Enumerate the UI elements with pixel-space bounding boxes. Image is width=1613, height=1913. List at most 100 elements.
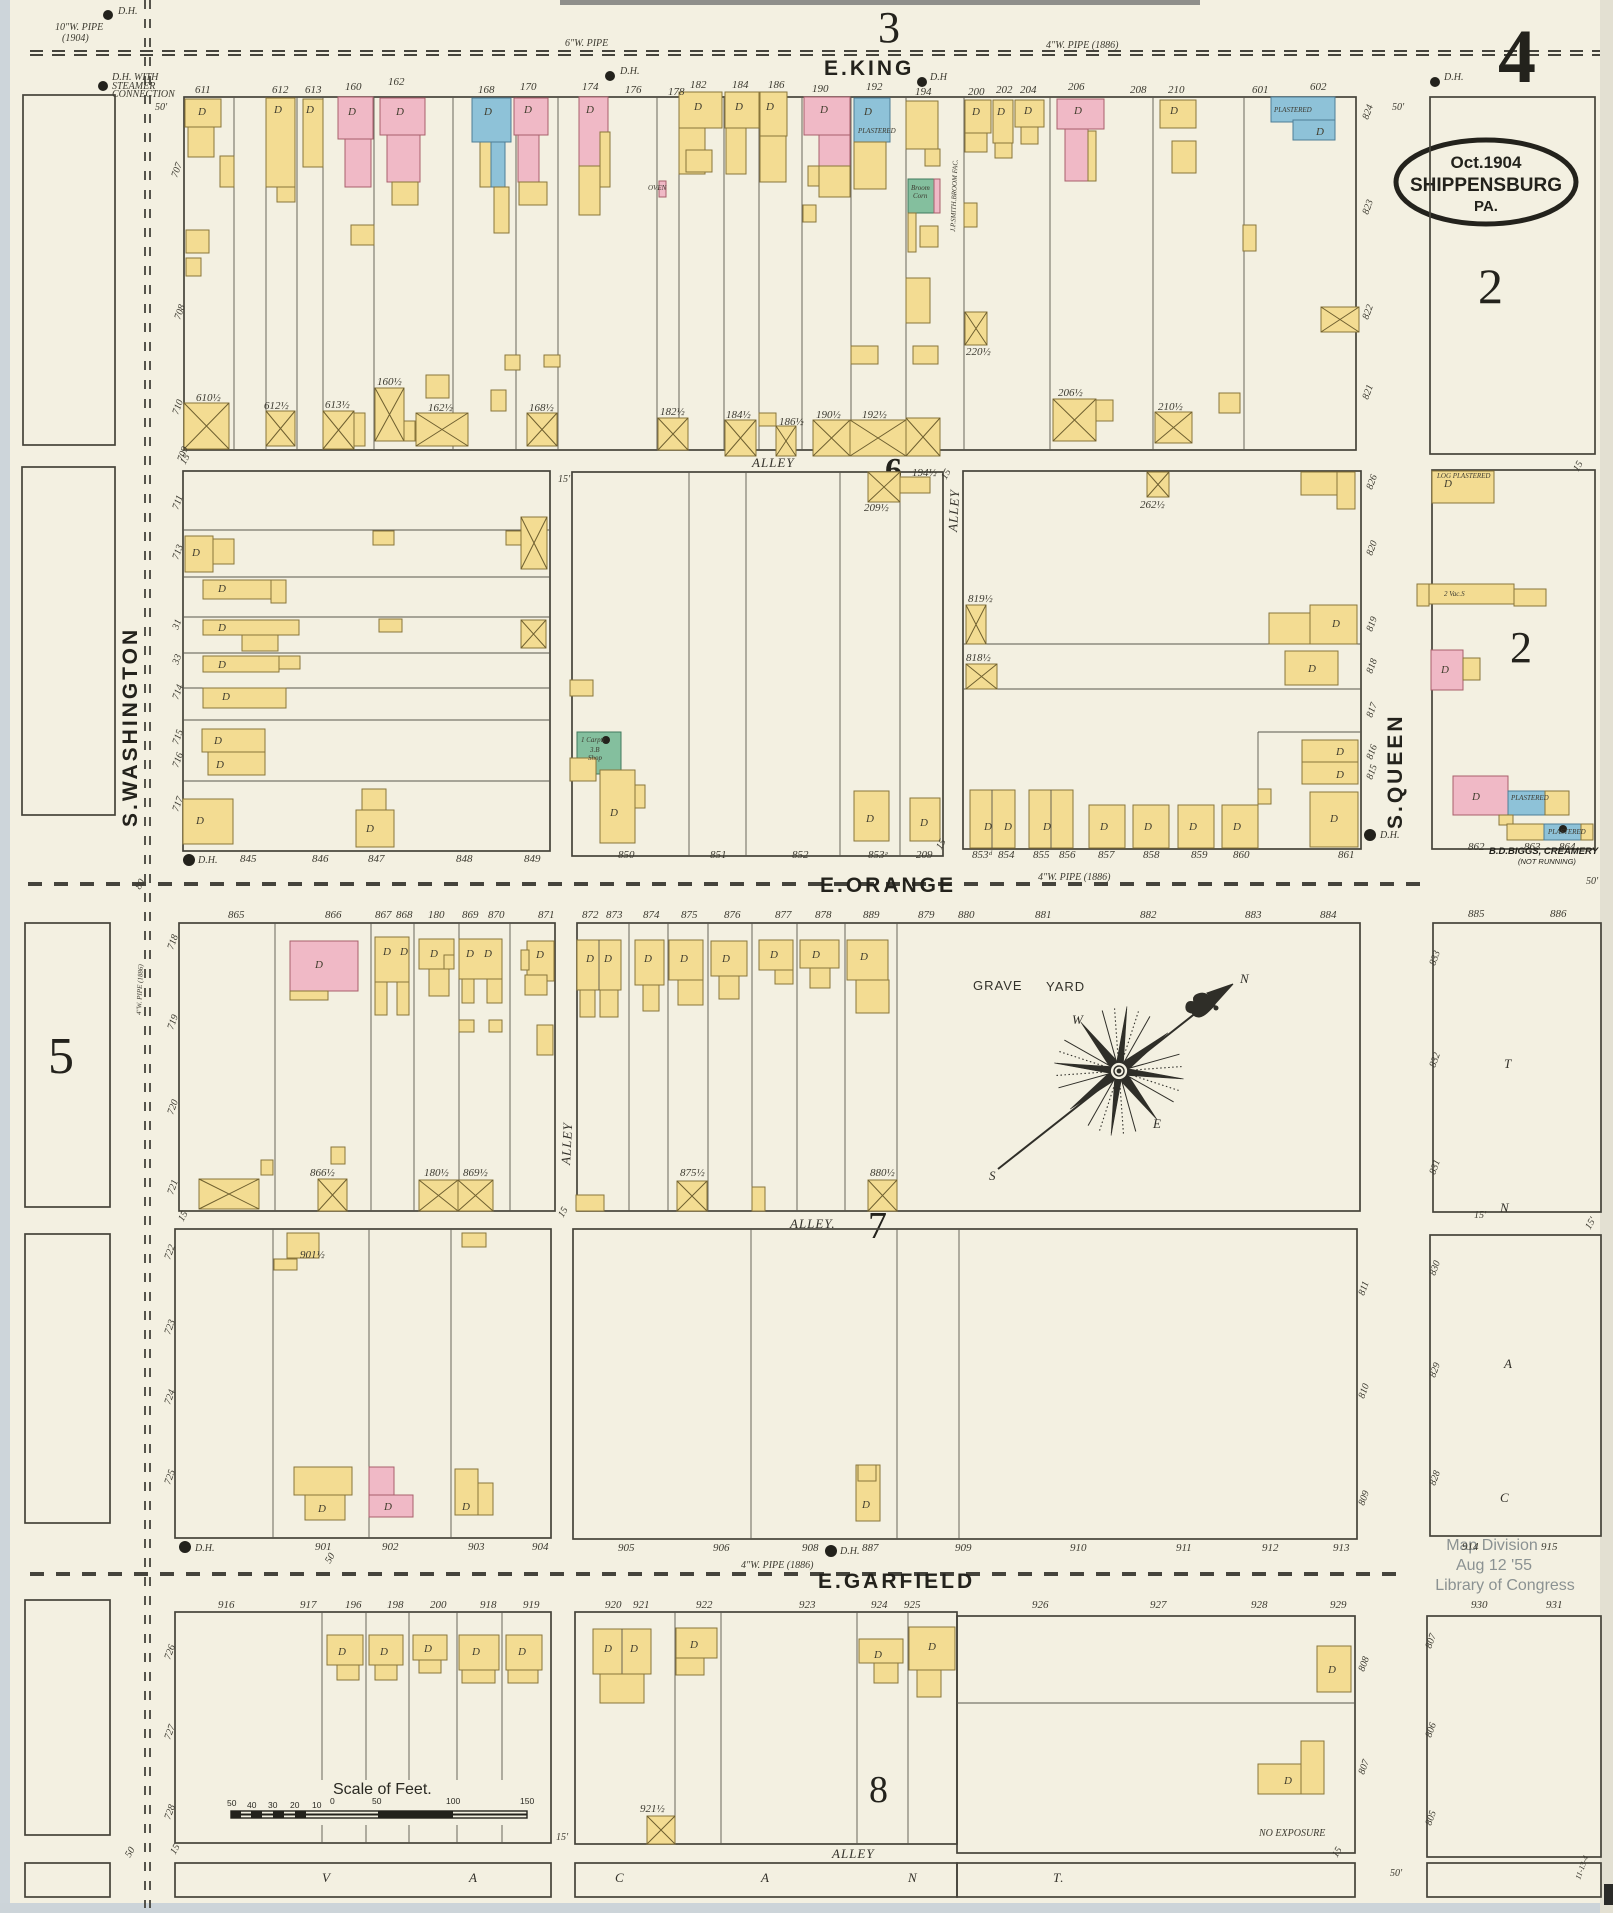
svg-text:862: 862 — [1468, 841, 1485, 853]
svg-text:925: 925 — [904, 1599, 921, 1611]
svg-text:D: D — [1329, 813, 1338, 825]
svg-text:818½: 818½ — [966, 652, 991, 664]
svg-text:8: 8 — [869, 1769, 888, 1811]
svg-text:903: 903 — [468, 1541, 485, 1553]
svg-text:918: 918 — [480, 1599, 497, 1611]
svg-text:196: 196 — [345, 1599, 362, 1611]
svg-text:853ᵈ: 853ᵈ — [972, 849, 993, 861]
svg-text:D: D — [919, 817, 928, 829]
svg-text:901: 901 — [315, 1541, 332, 1553]
svg-text:861: 861 — [1338, 849, 1355, 861]
svg-text:80: 80 — [133, 877, 148, 891]
svg-text:601: 601 — [1252, 84, 1269, 96]
svg-text:209: 209 — [916, 849, 933, 861]
svg-text:911: 911 — [1176, 1542, 1192, 1554]
svg-text:904: 904 — [532, 1541, 549, 1553]
svg-text:D: D — [1440, 664, 1449, 676]
svg-text:869: 869 — [462, 909, 479, 921]
svg-text:613: 613 — [305, 84, 322, 96]
svg-text:D: D — [382, 946, 391, 958]
svg-text:832: 832 — [1427, 1051, 1442, 1069]
svg-text:D: D — [1023, 105, 1032, 117]
svg-text:Scale of Feet.: Scale of Feet. — [333, 1781, 432, 1798]
svg-text:715: 715 — [170, 728, 185, 746]
svg-text:CONNECTION: CONNECTION — [112, 89, 176, 100]
svg-text:887: 887 — [862, 1542, 879, 1554]
svg-text:3: 3 — [878, 3, 900, 52]
svg-text:928: 928 — [1251, 1599, 1268, 1611]
svg-text:W: W — [1072, 1012, 1084, 1027]
svg-text:727: 727 — [162, 1722, 178, 1741]
svg-text:D: D — [1232, 821, 1241, 833]
svg-text:A: A — [760, 1870, 770, 1885]
svg-text:864: 864 — [1559, 841, 1576, 853]
svg-text:D: D — [215, 759, 224, 771]
svg-text:852: 852 — [792, 849, 809, 861]
svg-text:50: 50 — [227, 1798, 237, 1808]
svg-text:D.H.: D.H. — [197, 855, 217, 866]
svg-text:E: E — [1152, 1116, 1161, 1131]
svg-text:D: D — [927, 1641, 936, 1653]
svg-text:T: T — [1504, 1056, 1512, 1071]
svg-text:D: D — [1169, 105, 1178, 117]
svg-text:180½: 180½ — [424, 1167, 449, 1179]
svg-text:STEAMER: STEAMER — [112, 81, 155, 92]
svg-text:878: 878 — [815, 909, 832, 921]
svg-text:D: D — [769, 949, 778, 961]
svg-text:720: 720 — [165, 1098, 180, 1116]
svg-text:A: A — [468, 1870, 478, 1885]
svg-text:D.H.: D.H. — [619, 66, 639, 77]
svg-text:D: D — [1335, 746, 1344, 758]
svg-text:206½: 206½ — [1058, 387, 1083, 399]
svg-text:D: D — [1307, 663, 1316, 675]
svg-text:922: 922 — [696, 1599, 713, 1611]
svg-text:884: 884 — [1320, 909, 1337, 921]
svg-text:D: D — [195, 815, 204, 827]
svg-text:889: 889 — [863, 909, 880, 921]
svg-text:D: D — [197, 106, 206, 118]
svg-text:847: 847 — [368, 853, 385, 865]
svg-text:931: 931 — [1546, 1599, 1563, 1611]
svg-text:829: 829 — [1427, 1361, 1442, 1379]
svg-text:D: D — [221, 691, 230, 703]
svg-text:853ᵊ: 853ᵊ — [868, 849, 889, 861]
svg-text:10: 10 — [312, 1800, 322, 1810]
svg-text:865: 865 — [228, 909, 245, 921]
svg-text:160½: 160½ — [377, 376, 402, 388]
svg-text:880½: 880½ — [870, 1167, 895, 1179]
svg-text:D: D — [273, 104, 282, 116]
svg-text:D: D — [765, 101, 774, 113]
svg-text:(1904): (1904) — [62, 33, 89, 44]
svg-text:822: 822 — [1360, 303, 1375, 321]
svg-text:4"W. PIPE (1886): 4"W. PIPE (1886) — [1046, 40, 1119, 51]
svg-text:860: 860 — [1233, 849, 1250, 861]
svg-text:D: D — [461, 1501, 470, 1513]
svg-text:923: 923 — [799, 1599, 816, 1611]
svg-text:D: D — [217, 622, 226, 634]
svg-text:858: 858 — [1143, 849, 1160, 861]
svg-text:100: 100 — [446, 1796, 460, 1806]
svg-text:PA.: PA. — [1474, 198, 1498, 215]
svg-text:15': 15' — [556, 1832, 569, 1843]
svg-text:916: 916 — [218, 1599, 235, 1611]
svg-text:850: 850 — [618, 849, 635, 861]
svg-text:831: 831 — [1427, 1158, 1442, 1176]
svg-text:870: 870 — [488, 909, 505, 921]
svg-text:E.KING: E.KING — [824, 57, 914, 80]
svg-text:D.H.: D.H. — [117, 6, 137, 17]
svg-text:OVEN: OVEN — [648, 184, 667, 192]
svg-text:180: 180 — [428, 909, 445, 921]
svg-text:D: D — [811, 949, 820, 961]
svg-text:D: D — [383, 1501, 392, 1513]
svg-text:D: D — [1331, 618, 1340, 630]
svg-text:Corn: Corn — [913, 192, 928, 200]
svg-text:821: 821 — [1360, 383, 1375, 401]
svg-text:4: 4 — [1498, 15, 1536, 99]
svg-text:602: 602 — [1310, 81, 1327, 93]
svg-text:D: D — [395, 106, 404, 118]
svg-text:880: 880 — [958, 909, 975, 921]
svg-text:726: 726 — [162, 1643, 177, 1661]
svg-text:723: 723 — [162, 1318, 177, 1336]
svg-text:PLASTERED: PLASTERED — [1273, 106, 1312, 114]
svg-text:220½: 220½ — [966, 346, 991, 358]
